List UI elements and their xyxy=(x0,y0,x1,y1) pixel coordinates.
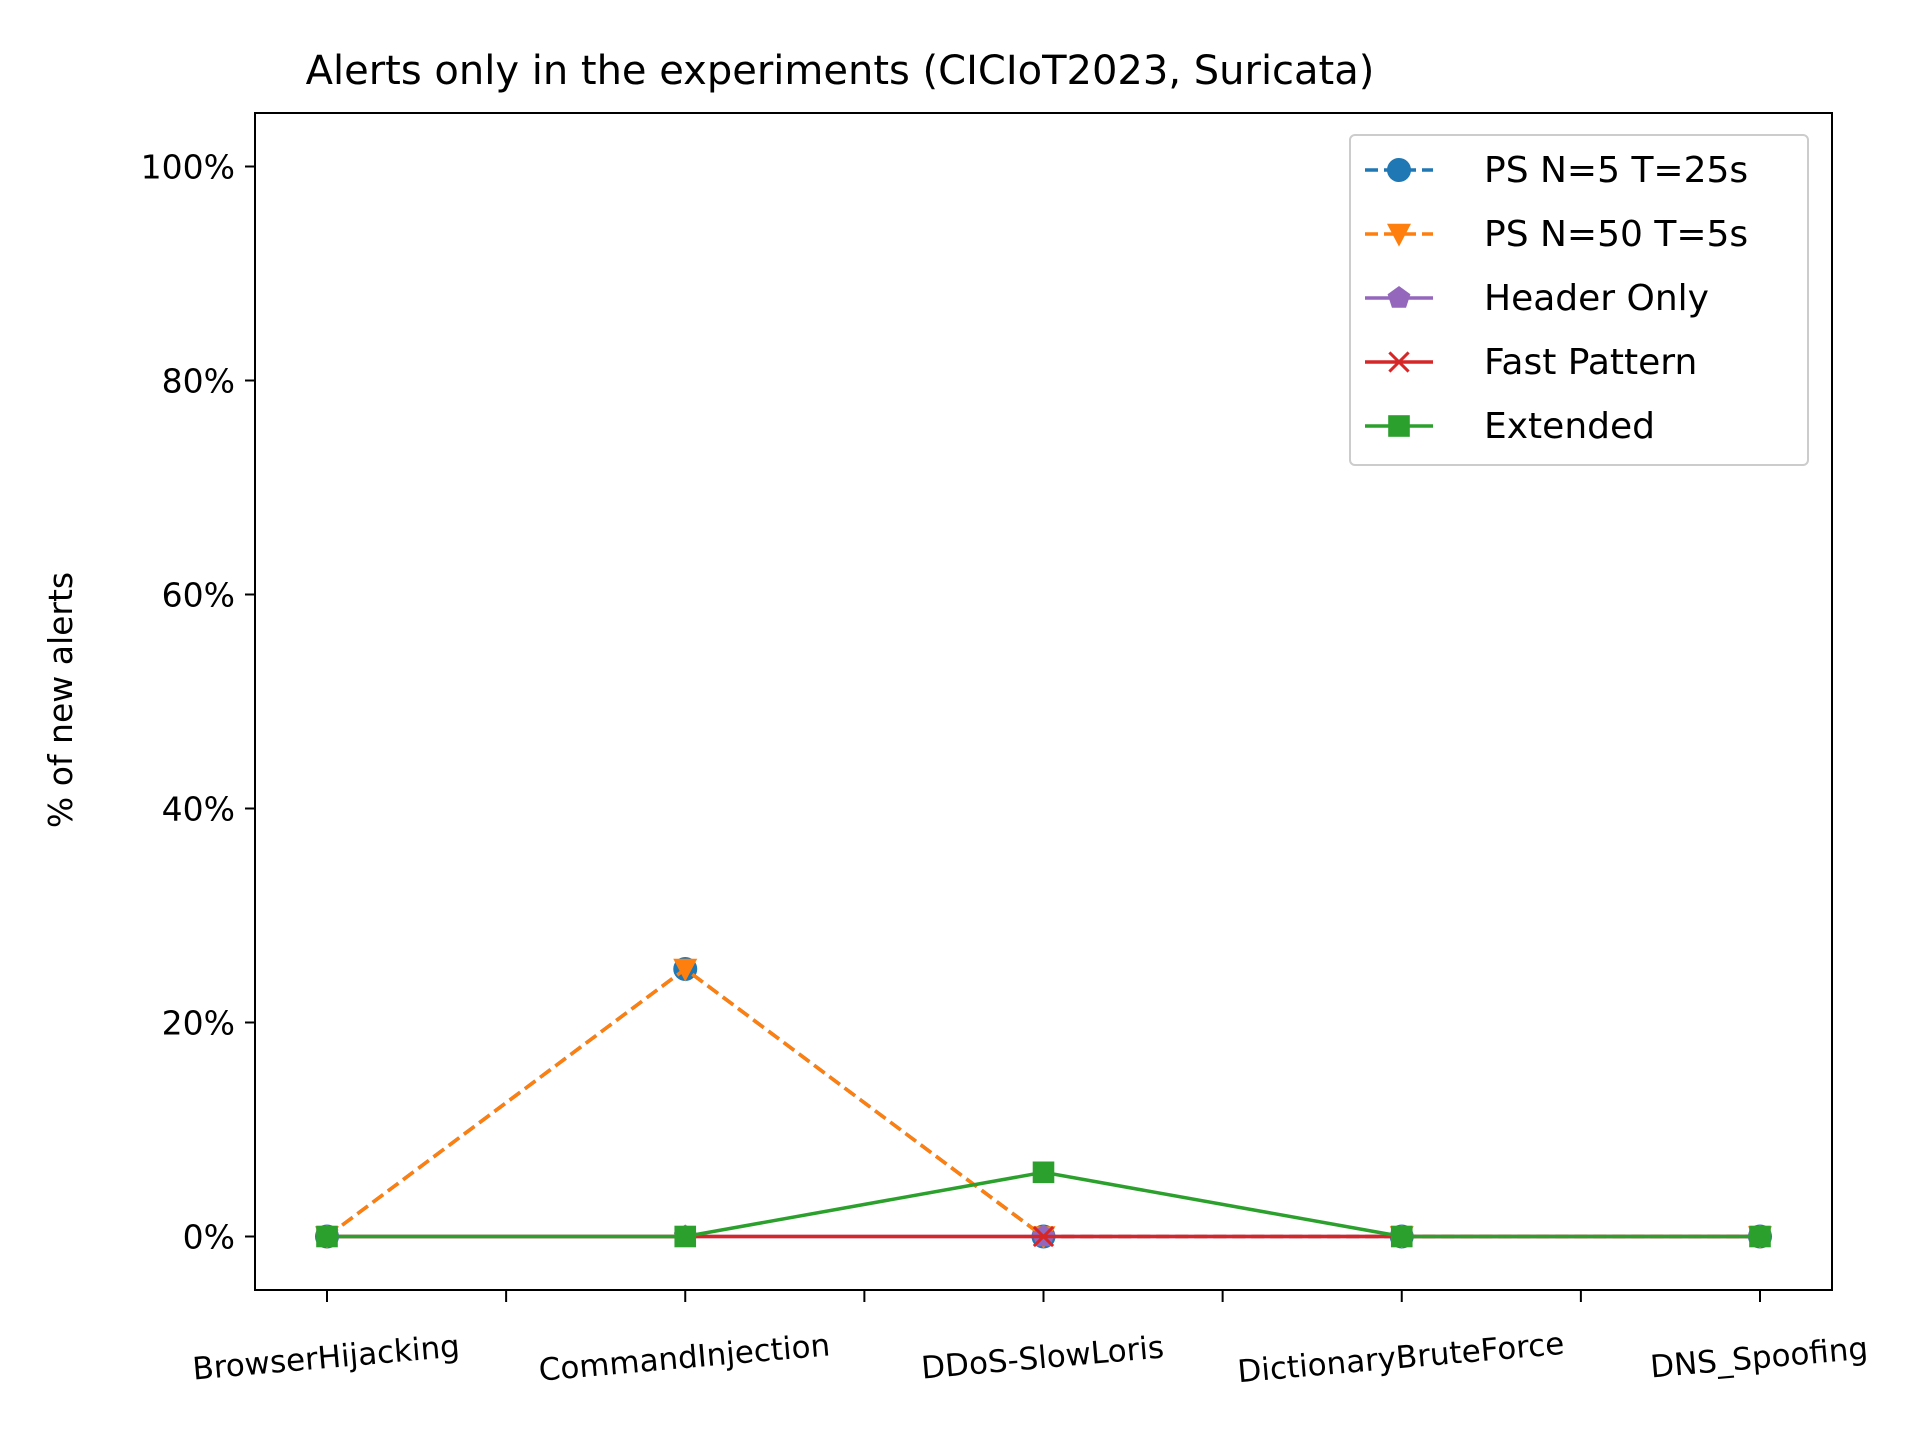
data-point xyxy=(316,1225,338,1248)
legend-label: Fast Pattern xyxy=(1484,342,1697,383)
series-line xyxy=(325,966,1760,1239)
series-0 xyxy=(315,957,1772,1249)
legend-entry: PS N=5 T=25s xyxy=(1365,150,1748,191)
legend: PS N=5 T=25s PS N=50 T=5s Header Only Fast … xyxy=(1349,134,1809,466)
y-axis-label: % of new alerts xyxy=(41,572,80,828)
x-tick-label: DDoS-SlowLoris xyxy=(920,1330,1166,1387)
series-1 xyxy=(315,958,1772,1250)
series-4 xyxy=(316,1161,1771,1248)
y-tick-label: 0% xyxy=(183,1218,235,1257)
x-tick-label: DNS_Spoofing xyxy=(1649,1331,1870,1386)
y-tick-label: 100% xyxy=(141,148,235,187)
data-point xyxy=(673,958,698,982)
x-tick-label: BrowserHijacking xyxy=(191,1328,461,1387)
y-tick-label: 60% xyxy=(162,576,235,615)
y-tick-label: 40% xyxy=(162,790,235,829)
data-point xyxy=(1032,1161,1055,1184)
legend-entry: Fast Pattern xyxy=(1365,342,1697,383)
plot-area: 0% 20% 40% 60% 80% 100% BrowserHijacking Comman… xyxy=(141,112,1870,1390)
legend-marker xyxy=(1387,223,1411,247)
legend-marker xyxy=(1388,415,1410,437)
y-tick-label: 80% xyxy=(162,362,235,401)
x-tick-label: DictionaryBruteForce xyxy=(1236,1326,1566,1390)
y-tick-label: 20% xyxy=(162,1004,235,1043)
data-point xyxy=(1032,1225,1055,1248)
legend-marker xyxy=(1387,286,1411,308)
data-point xyxy=(1390,1225,1413,1248)
series-line xyxy=(325,966,1760,1239)
legend-entry: PS N=50 T=5s xyxy=(1365,214,1748,255)
legend-label: Extended xyxy=(1484,406,1655,447)
legend-box xyxy=(1349,134,1809,466)
x-tick-label: CommandInjection xyxy=(537,1327,831,1388)
legend-label: Header Only xyxy=(1484,278,1709,319)
legend-entry: Header Only xyxy=(1365,278,1709,319)
legend-entry: Extended xyxy=(1365,406,1655,447)
legend-label: PS N=50 T=5s xyxy=(1484,214,1748,255)
legend-marker xyxy=(1387,158,1411,182)
data-point xyxy=(1749,1225,1771,1248)
data-point xyxy=(674,1225,697,1248)
chart-title: Alerts only in the experiments (CICIoT20… xyxy=(306,48,1375,94)
legend-marker xyxy=(1388,351,1410,373)
legend-label: PS N=5 T=25s xyxy=(1484,150,1748,191)
